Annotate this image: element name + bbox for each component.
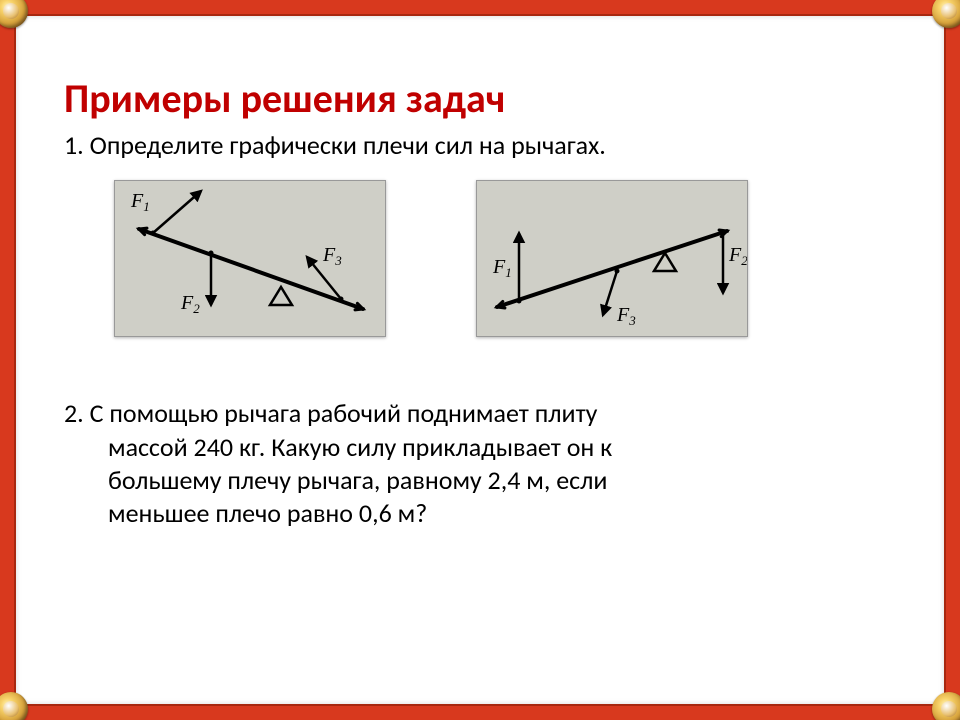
problem-2-line: 2. С помощью рычага рабочий поднимает пл… — [64, 397, 896, 430]
problem-2-line: меньшее плечо равно 0,6 м? — [64, 497, 896, 530]
svg-text:F2: F2 — [728, 244, 747, 268]
problem-1-text: 1. Определите графически плечи сил на ры… — [64, 129, 896, 162]
lever-diagram-right: F1 F2 F3 — [477, 181, 747, 331]
problem-2-line: большему плечу рычага, равному 2,4 м, ес… — [64, 464, 896, 497]
diagram-row: F1 F2 F3 F1 F2 F3 — [64, 180, 896, 337]
svg-text:F1: F1 — [492, 256, 512, 280]
diagram-left: F1 F2 F3 — [114, 180, 386, 337]
slide-frame: Примеры решения задач 1. Определите граф… — [0, 0, 960, 720]
svg-text:F3: F3 — [616, 304, 636, 328]
corner-ornament-icon — [932, 692, 960, 720]
problem-2-line: массой 240 кг. Какую силу прикладывает о… — [64, 431, 896, 464]
svg-text:F1: F1 — [130, 190, 150, 214]
svg-text:F2: F2 — [180, 292, 200, 316]
slide-title: Примеры решения задач — [64, 74, 896, 123]
slide-content: Примеры решения задач 1. Определите граф… — [14, 14, 946, 706]
diagram-right: F1 F2 F3 — [476, 180, 748, 337]
problem-2-text: 2. С помощью рычага рабочий поднимает пл… — [64, 397, 896, 530]
lever-diagram-left: F1 F2 F3 — [115, 181, 385, 331]
svg-text:F3: F3 — [322, 244, 342, 268]
